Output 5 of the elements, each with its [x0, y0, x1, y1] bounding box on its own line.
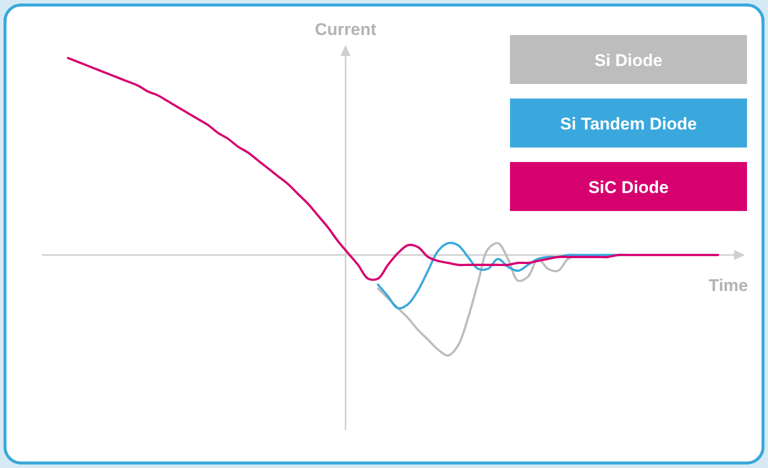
text: Si Diode	[594, 51, 663, 70]
text: Si Tandem Diode	[560, 114, 697, 134]
y-axis-title: Current	[314, 20, 377, 39]
text: SiC Diode	[588, 178, 669, 197]
x-axis-title: Time	[708, 276, 748, 295]
